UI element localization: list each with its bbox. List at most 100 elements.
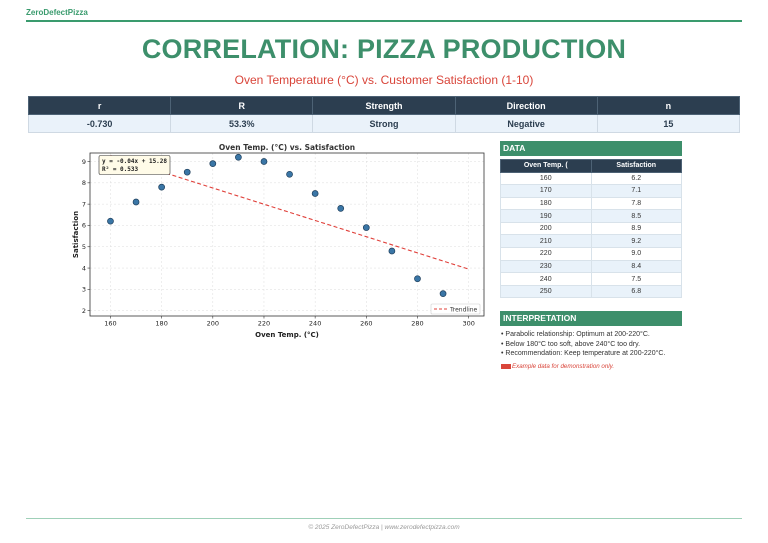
chart-data-points xyxy=(107,153,447,297)
y-tick-label: 2 xyxy=(82,307,86,315)
data-cell-temperature: 240 xyxy=(500,272,592,286)
trendline xyxy=(110,155,469,270)
x-tick-label: 240 xyxy=(309,320,321,328)
chart-title: Oven Temp. (°C) vs. Satisfaction xyxy=(219,143,355,152)
scatter-chart-svg: Oven Temp. (°C) vs. Satisfaction 160 180 2… xyxy=(72,143,485,339)
data-cell-satisfaction: 8.5 xyxy=(590,209,682,223)
interpretation-bullet: • Parabolic relationship: Optimum at 200… xyxy=(501,331,650,338)
y-tick-label: 5 xyxy=(82,243,86,251)
stat-header-r-squared: R xyxy=(170,96,314,115)
x-tick-label: 300 xyxy=(462,320,474,328)
data-point xyxy=(337,205,345,212)
data-cell-satisfaction: 9.2 xyxy=(590,234,682,249)
data-point xyxy=(107,217,114,225)
y-tick-label: 7 xyxy=(82,200,86,208)
disclaimer-note: Example data for demonstration only. xyxy=(501,363,614,370)
data-cell-satisfaction: 8.9 xyxy=(590,221,682,236)
data-cell-temperature: 190 xyxy=(500,209,592,223)
data-point xyxy=(260,158,268,165)
data-table-row: 230 8.4 xyxy=(500,259,682,274)
scatter-chart: Oven Temp. (°C) vs. Satisfaction 160 180 2… xyxy=(70,140,488,342)
equation-box-frame xyxy=(98,155,171,175)
data-cell-satisfaction: 9.0 xyxy=(590,247,682,261)
data-table-row: 240 7.5 xyxy=(500,272,682,286)
data-cell-satisfaction: 8.4 xyxy=(590,259,682,274)
stat-value-strength: Strong xyxy=(312,114,456,133)
data-table-body: 160 6.2 170 7.1 180 7.8 190 8.5 200 8.9 210 9.2 220 9… xyxy=(500,171,682,299)
legend-trendline-label: Trendline xyxy=(449,307,478,314)
statistics-header-row: r R Strength Direction n xyxy=(27,96,741,115)
data-point xyxy=(158,183,165,191)
plot-area-frame xyxy=(89,152,485,317)
data-point xyxy=(132,198,140,206)
data-section-heading: DATA xyxy=(500,141,682,156)
interpretation-list: • Parabolic relationship: Optimum at 200… xyxy=(501,330,751,359)
y-tick-label: 3 xyxy=(82,286,86,294)
data-point xyxy=(311,190,319,197)
data-cell-satisfaction: 7.5 xyxy=(590,272,682,286)
footer-text: © 2025 ZeroDefectPizza | www.zerodefectp… xyxy=(308,524,460,531)
data-cell-temperature: 160 xyxy=(500,171,592,186)
data-table-row: 250 6.8 xyxy=(500,284,682,299)
data-cell-satisfaction: 7.8 xyxy=(590,196,682,211)
statistics-table: r R Strength Direction n -0.730 53.3% St… xyxy=(27,96,741,133)
legend-frame xyxy=(430,303,481,315)
data-point xyxy=(183,168,191,176)
data-cell-satisfaction: 7.1 xyxy=(590,184,682,198)
stat-header-r: r xyxy=(27,96,172,115)
data-header-satisfaction: Satisfaction xyxy=(590,159,682,173)
data-point xyxy=(439,290,447,297)
interpretation-bullet: • Below 180°C too soft, above 240°C too … xyxy=(501,340,641,348)
data-point xyxy=(235,153,242,161)
r-squared-label: R² = 0.533 xyxy=(102,166,139,173)
data-table-row: 180 7.8 xyxy=(500,196,682,211)
y-tick-label: 8 xyxy=(82,179,86,187)
data-table-row: 170 7.1 xyxy=(500,184,682,198)
header-divider xyxy=(26,20,742,22)
x-tick-label: 160 xyxy=(104,320,116,328)
interpretation-heading: INTERPRETATION xyxy=(500,311,682,326)
chart-legend: Trendline xyxy=(430,303,481,315)
data-cell-temperature: 170 xyxy=(500,184,592,198)
data-table-row: 210 9.2 xyxy=(500,234,682,249)
y-tick-label: 4 xyxy=(82,264,86,272)
chart-axis-ticks: 160 180 200 220 240 260 280 300 2 3 4 5 6 7 8 9 xyxy=(82,158,475,328)
data-table-row: 200 8.9 xyxy=(500,221,682,236)
interpretation-bullet: • Recommendation: Keep temperature at 20… xyxy=(501,350,666,357)
x-tick-label: 200 xyxy=(207,320,219,328)
data-point xyxy=(414,275,421,283)
data-point xyxy=(388,247,396,255)
data-cell-temperature: 230 xyxy=(500,259,592,274)
stat-value-direction: Negative xyxy=(454,114,598,133)
data-table-row: 190 8.5 xyxy=(500,209,682,223)
data-table-row: 160 6.2 xyxy=(500,171,682,186)
stat-header-direction: Direction xyxy=(454,96,598,115)
data-point xyxy=(286,170,293,178)
stat-value-r: -0.730 xyxy=(27,114,172,133)
stat-header-strength: Strength xyxy=(312,96,456,115)
data-table: Oven Temp. ( Satisfaction 160 6.2 170 7.1 18… xyxy=(500,159,682,299)
x-axis-label: Oven Temp. (°C) xyxy=(255,331,319,339)
data-point xyxy=(362,224,370,231)
x-tick-label: 260 xyxy=(360,320,372,328)
brand-logo-text: ZeroDefectPizza xyxy=(26,8,88,17)
page-subtitle: Oven Temperature (°C) vs. Customer Satis… xyxy=(234,73,534,87)
equation-box: y = -0.04x + 15.28 R² = 0.533 xyxy=(98,155,171,175)
note-marker-icon xyxy=(501,364,511,369)
data-cell-satisfaction: 6.2 xyxy=(590,171,682,186)
data-cell-temperature: 250 xyxy=(500,284,592,299)
data-point xyxy=(209,160,217,168)
data-header-temperature: Oven Temp. ( xyxy=(500,159,592,173)
x-tick-label: 220 xyxy=(258,320,270,328)
stat-value-r-squared: 53.3% xyxy=(170,114,314,133)
data-cell-temperature: 210 xyxy=(500,234,592,249)
data-table-row: 220 9.0 xyxy=(500,247,682,261)
statistics-value-row: -0.730 53.3% Strong Negative 15 xyxy=(27,114,741,133)
data-cell-temperature: 180 xyxy=(500,196,592,211)
y-tick-label: 9 xyxy=(82,158,86,166)
stat-header-n: n xyxy=(596,96,741,115)
stat-value-n: 15 xyxy=(596,114,741,133)
data-cell-satisfaction: 6.8 xyxy=(590,284,682,299)
regression-equation: y = -0.04x + 15.28 xyxy=(102,158,167,165)
x-tick-label: 280 xyxy=(411,320,423,328)
